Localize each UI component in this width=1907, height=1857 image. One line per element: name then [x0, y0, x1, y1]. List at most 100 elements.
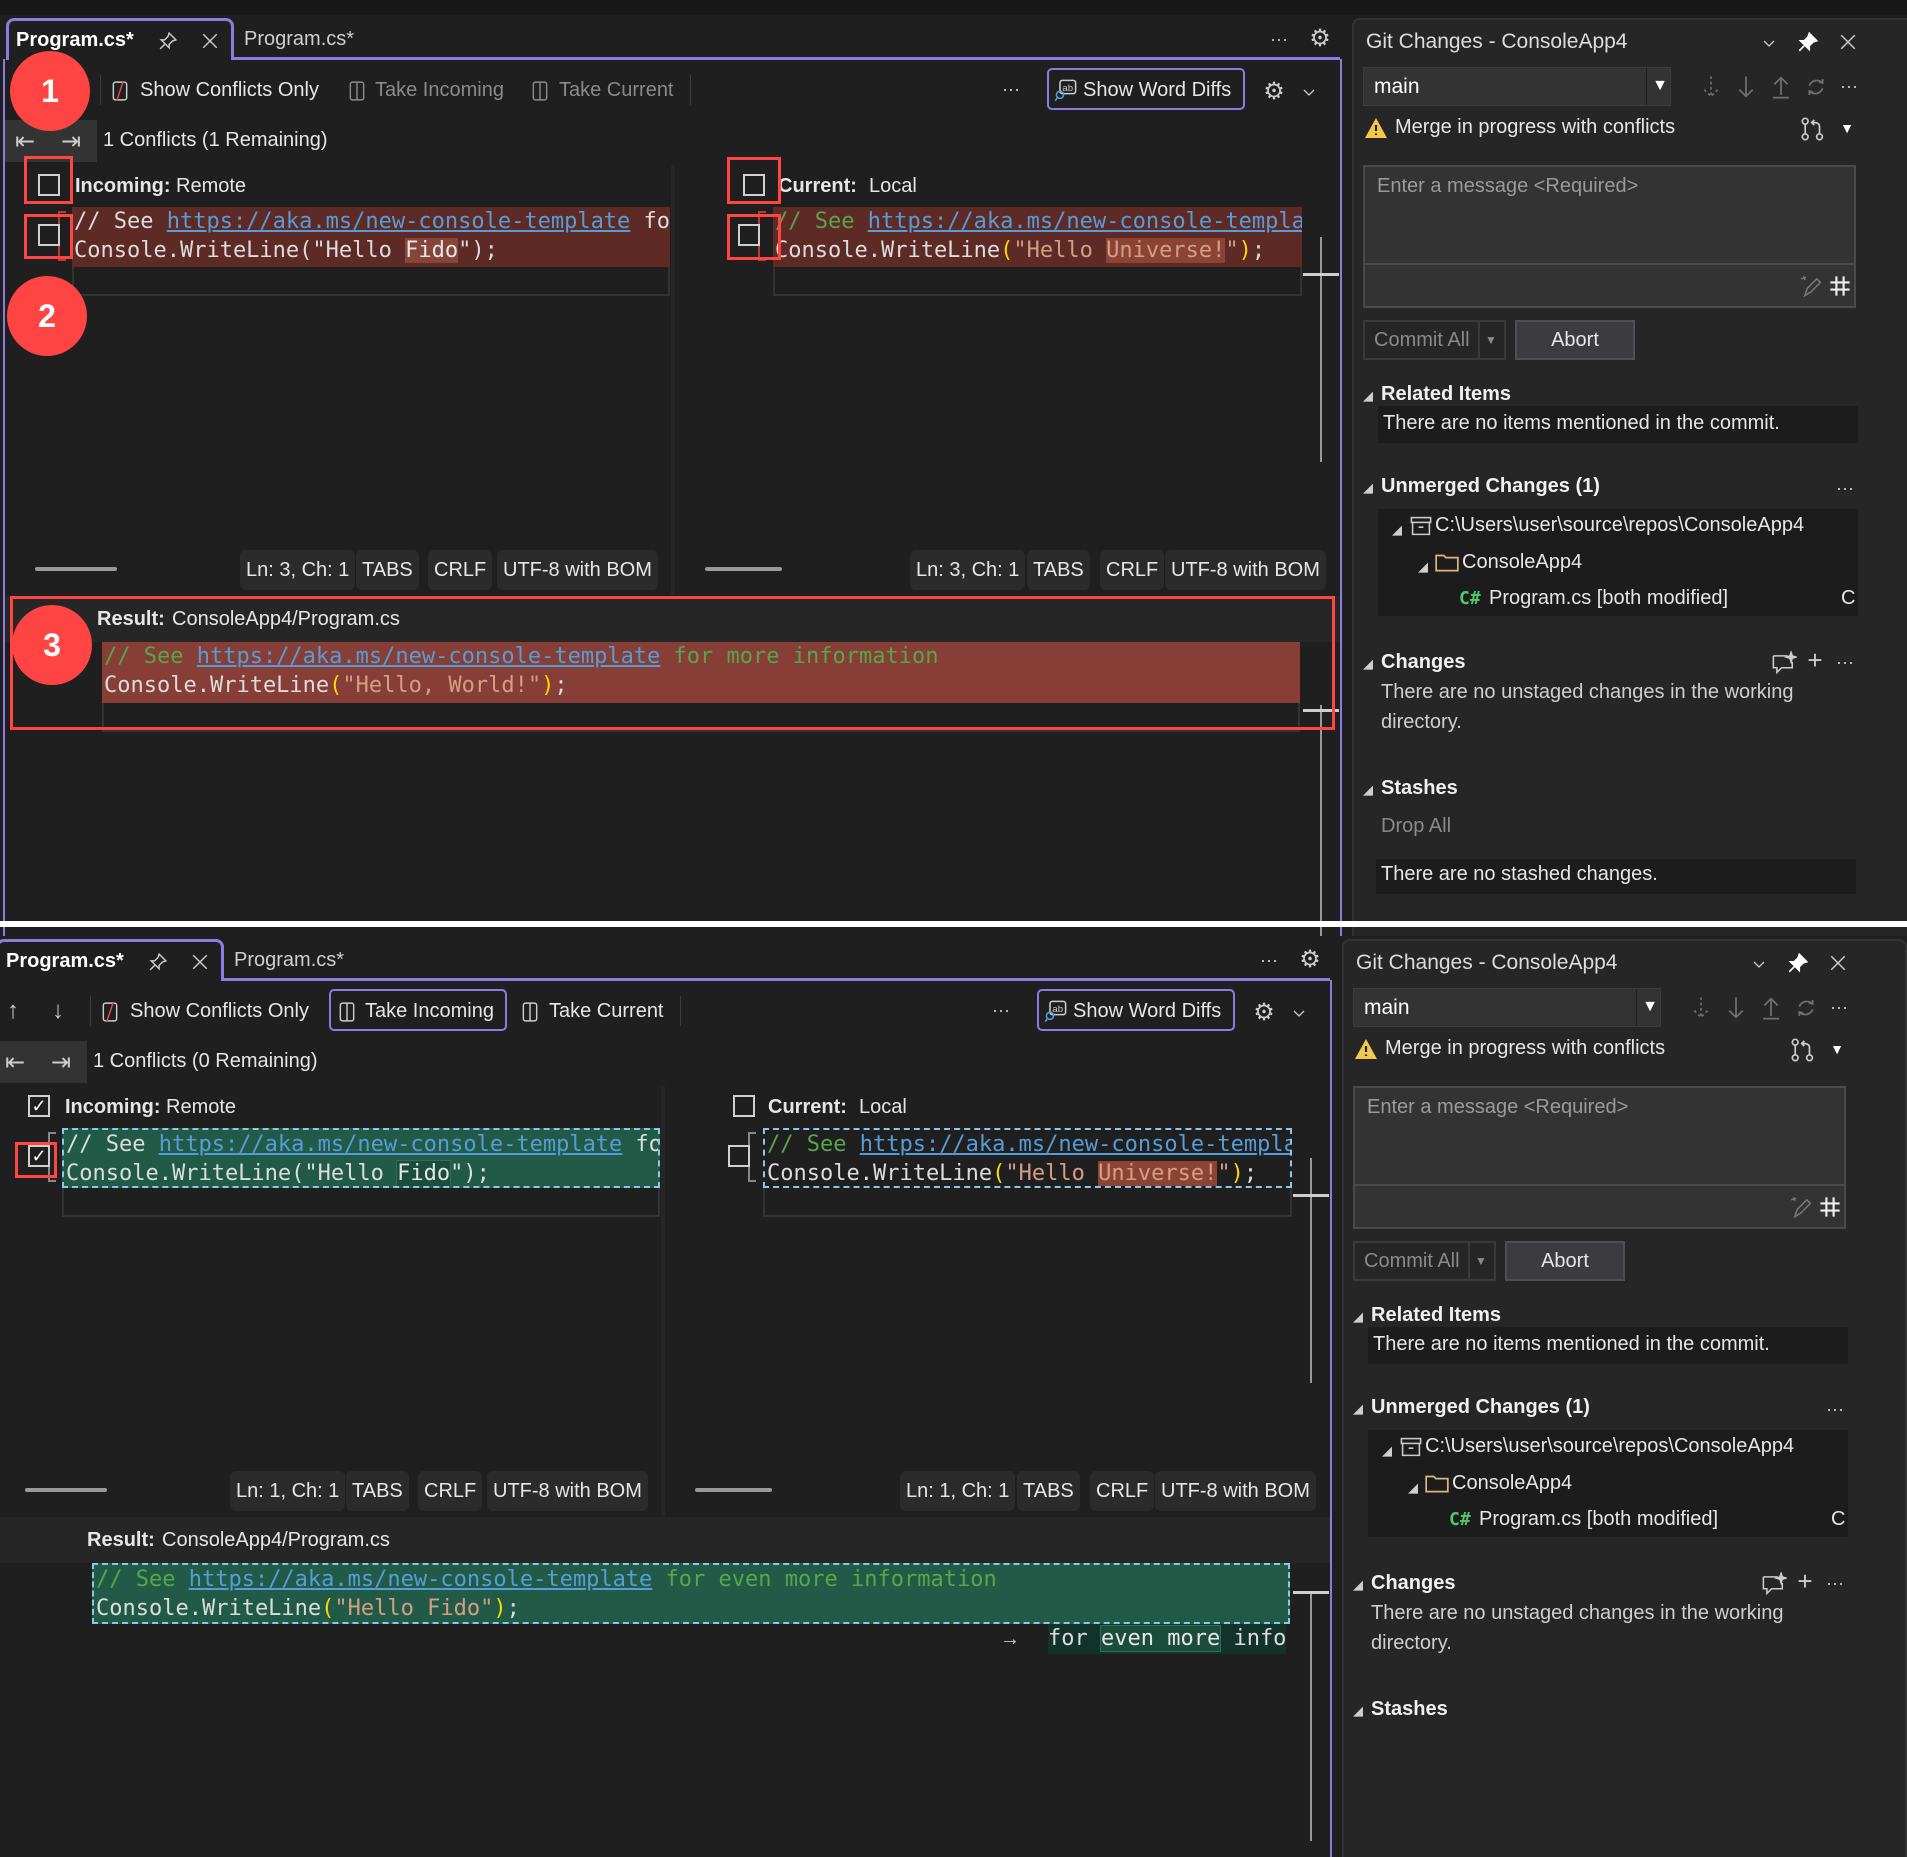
result-code[interactable]: // See https://aka.ms/new-console-templa… [92, 1563, 1290, 1624]
current-status-line-endings[interactable]: CRLF [1100, 550, 1165, 590]
show-conflicts-only-button[interactable]: Show Conflicts Only [130, 1000, 309, 1022]
incoming-horizontal-scrollbar[interactable] [25, 1488, 107, 1492]
pin-icon[interactable] [157, 30, 179, 52]
incoming-status-line-endings[interactable]: CRLF [418, 1471, 483, 1511]
take-current-button[interactable]: Take Current [549, 1000, 664, 1022]
settings-gear-icon[interactable]: ⚙ [1309, 24, 1331, 52]
panel-dropdown-chevron-icon[interactable] [1760, 34, 1778, 52]
incoming-code[interactable]: // See https://aka.ms/new-console-templa… [72, 207, 670, 267]
tab-program-cs[interactable]: Program.cs* [244, 28, 355, 50]
take-current-button[interactable]: Take Current [559, 79, 674, 101]
changes-collapse-icon[interactable]: ◢ [1363, 656, 1373, 671]
project-collapse-icon[interactable]: ◢ [1418, 559, 1428, 574]
repo-collapse-icon[interactable]: ◢ [1382, 1443, 1392, 1458]
commit-all-dropdown-icon[interactable]: ▼ [1475, 1254, 1487, 1268]
pane-divider[interactable] [661, 1086, 665, 1516]
push-icon[interactable] [1768, 74, 1794, 100]
code-line[interactable]: // See https://aka.ms/new-console-templa [765, 1130, 1290, 1159]
panel-close-icon[interactable] [1836, 30, 1860, 54]
push-icon[interactable] [1758, 995, 1784, 1021]
generate-comment-icon[interactable] [1760, 1571, 1788, 1597]
branch-compare-dropdown-icon[interactable]: ▼ [1840, 120, 1854, 136]
incoming-status-indentation[interactable]: TABS [356, 550, 419, 590]
branch-dropdown-arrow-icon[interactable]: ▼ [1642, 998, 1658, 1015]
code-line[interactable]: // See https://aka.ms/new-console-templa… [64, 1130, 658, 1159]
incoming-status-cursor-position[interactable]: Ln: 3, Ch: 1 [240, 550, 356, 590]
current-status-cursor-position[interactable]: Ln: 1, Ch: 1 [900, 1471, 1016, 1511]
current-status-encoding[interactable]: UTF-8 with BOM [1155, 1471, 1316, 1511]
toolbar-more-icon[interactable]: ··· [992, 999, 1010, 1020]
related-items-collapse-icon[interactable]: ◢ [1353, 1309, 1363, 1324]
merge-settings-chevron-icon[interactable] [1300, 83, 1318, 101]
more-tabs-icon[interactable]: ··· [1260, 949, 1278, 970]
generate-comment-icon[interactable] [1770, 650, 1798, 676]
drop-all-button[interactable]: Drop All [1381, 815, 1452, 837]
first-conflict-icon[interactable]: ⇤ [14, 127, 36, 155]
current-vertical-scrollbar[interactable] [1320, 237, 1322, 462]
incoming-status-cursor-position[interactable]: Ln: 1, Ch: 1 [230, 1471, 346, 1511]
incoming-status-encoding[interactable]: UTF-8 with BOM [497, 550, 658, 590]
code-line[interactable]: Console.WriteLine("Hello, World!"); [102, 671, 1300, 700]
related-items-collapse-icon[interactable]: ◢ [1363, 388, 1373, 403]
result-vertical-scrollbar[interactable] [1320, 705, 1322, 936]
stashes-collapse-icon[interactable]: ◢ [1363, 782, 1373, 797]
code-line[interactable]: // See https://aka.ms/new-console-templa… [72, 207, 670, 236]
code-line[interactable]: // See https://aka.ms/new-console-templa [773, 207, 1302, 236]
accept-current-checkbox[interactable] [743, 174, 765, 196]
commit-all-button[interactable]: Commit All ▼ [1363, 320, 1506, 360]
code-line[interactable]: // See https://aka.ms/new-console-templa… [94, 1565, 1288, 1594]
repo-collapse-icon[interactable]: ◢ [1392, 522, 1402, 537]
tab-program-cs-active[interactable]: Program.cs* [0, 939, 224, 981]
unmerged-file[interactable]: Program.cs [both modified] [1479, 1508, 1718, 1530]
toolbar-more-icon[interactable]: ··· [1002, 78, 1020, 99]
next-conflict-arrow-icon[interactable]: ↓ [52, 997, 64, 1024]
current-status-encoding[interactable]: UTF-8 with BOM [1165, 550, 1326, 590]
tab-program-cs[interactable]: Program.cs* [234, 949, 345, 971]
git-more-icon[interactable]: ··· [1830, 996, 1848, 1017]
pull-icon[interactable] [1733, 74, 1759, 100]
pull-icon[interactable] [1723, 995, 1749, 1021]
unmerged-changes-collapse-icon[interactable]: ◢ [1353, 1401, 1363, 1416]
changes-collapse-icon[interactable]: ◢ [1353, 1577, 1363, 1592]
commit-message-input[interactable]: Enter a message <Required> [1363, 165, 1856, 308]
changes-more-icon[interactable]: ··· [1826, 1572, 1844, 1593]
panel-close-icon[interactable] [1826, 951, 1850, 975]
accept-current-lines-checkbox[interactable] [728, 1145, 750, 1167]
current-status-indentation[interactable]: TABS [1027, 550, 1090, 590]
project-name[interactable]: ConsoleApp4 [1452, 1472, 1573, 1494]
more-tabs-icon[interactable]: ··· [1270, 28, 1288, 49]
repo-path[interactable]: C:\Users\user\source\repos\ConsoleApp4 [1435, 514, 1805, 536]
code-line[interactable]: Console.WriteLine("Hello Fido"); [94, 1594, 1288, 1622]
current-horizontal-scrollbar[interactable] [695, 1488, 772, 1492]
abort-button[interactable]: Abort [1515, 320, 1635, 360]
unmerged-more-icon[interactable]: ··· [1836, 477, 1854, 498]
take-incoming-button[interactable]: Take Incoming [365, 1000, 494, 1022]
related-items-section-header[interactable]: Related Items [1371, 1304, 1502, 1326]
fetch-icon[interactable] [1688, 995, 1714, 1021]
panel-pin-icon[interactable] [1786, 951, 1810, 975]
merge-settings-gear-icon[interactable]: ⚙ [1253, 998, 1275, 1026]
incoming-horizontal-scrollbar[interactable] [35, 567, 117, 571]
project-name[interactable]: ConsoleApp4 [1462, 551, 1583, 573]
commit-message-input[interactable]: Enter a message <Required> [1353, 1086, 1846, 1229]
incoming-empty-line[interactable] [72, 267, 670, 296]
accept-incoming-lines-checkbox[interactable] [38, 224, 60, 246]
stage-all-plus-icon[interactable]: + [1797, 1565, 1813, 1596]
current-status-indentation[interactable]: TABS [1017, 1471, 1080, 1511]
generate-message-icon[interactable] [1799, 273, 1825, 299]
first-conflict-icon[interactable]: ⇤ [4, 1048, 26, 1076]
unmerged-changes-collapse-icon[interactable]: ◢ [1363, 480, 1373, 495]
commit-all-button[interactable]: Commit All ▼ [1353, 1241, 1496, 1281]
code-line[interactable]: // See https://aka.ms/new-console-templa… [102, 642, 1300, 671]
branch-selector[interactable]: main ▼ [1353, 988, 1661, 1027]
current-code[interactable]: // See https://aka.ms/new-console-templa… [773, 207, 1302, 267]
changes-section-header[interactable]: Changes [1371, 1572, 1456, 1594]
accept-incoming-lines-checkbox[interactable]: ✓ [28, 1145, 50, 1167]
previous-conflict-arrow-icon[interactable]: ↑ [7, 997, 19, 1024]
reference-hash-icon[interactable] [1827, 273, 1853, 299]
accept-incoming-checkbox[interactable] [38, 174, 60, 196]
accept-incoming-checkbox[interactable]: ✓ [28, 1095, 50, 1117]
panel-pin-icon[interactable] [1796, 30, 1820, 54]
take-incoming-button[interactable]: Take Incoming [375, 79, 504, 101]
current-horizontal-scrollbar[interactable] [705, 567, 782, 571]
